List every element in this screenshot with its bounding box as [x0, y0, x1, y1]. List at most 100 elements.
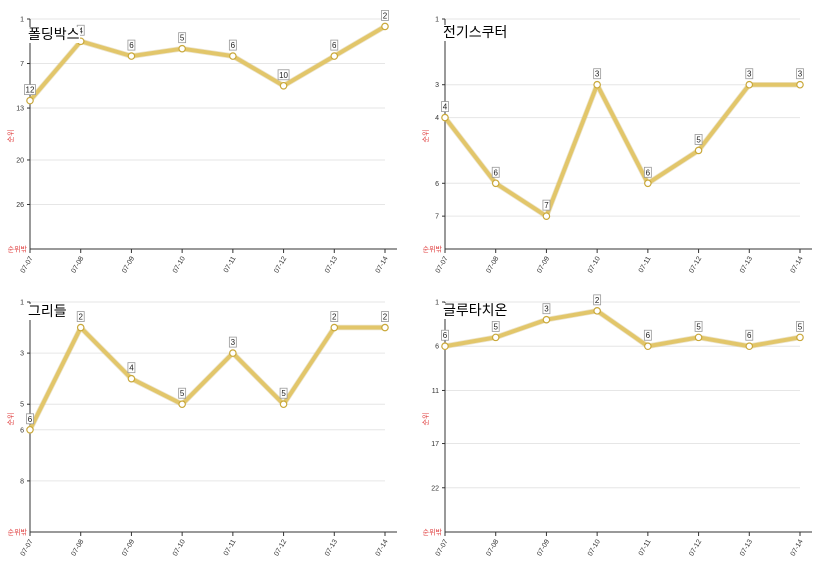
data-label: 6 — [129, 41, 134, 50]
y-tick-label: 17 — [431, 441, 439, 448]
series-line — [443, 82, 802, 219]
data-point — [593, 80, 601, 89]
data-label-box — [330, 39, 339, 51]
data-label: 6 — [646, 168, 651, 177]
data-point — [796, 80, 804, 89]
x-tick-label: 07-14 — [790, 255, 805, 274]
data-label-box — [381, 10, 389, 21]
data-label: 6 — [493, 168, 498, 177]
y-axis-title: 순위 — [7, 130, 15, 143]
data-label: 6 — [646, 331, 651, 340]
x-tick-label: 07-09 — [536, 255, 551, 274]
x-tick-label: 07-12 — [688, 255, 703, 274]
y-tick-label: 5 — [20, 402, 24, 409]
x-tick-label: 07-11 — [638, 538, 653, 557]
x-tick-label: 07-12 — [273, 538, 288, 557]
data-label-box — [542, 303, 551, 315]
data-label-box — [277, 69, 290, 81]
data-point — [279, 400, 288, 409]
data-label-box — [796, 320, 804, 332]
y-axis-title: 순위 — [422, 413, 430, 426]
data-point — [796, 333, 804, 342]
chart-panel-1: 1 7 13 20 26 순위밖 순위 07-07 07-08 07-09 07-10 07-11 07… — [0, 0, 415, 283]
data-label: 5 — [696, 135, 701, 144]
x-tick-label: 07-08 — [485, 255, 500, 274]
x-tick-label: 07-09 — [121, 538, 136, 557]
data-label: 2 — [78, 313, 83, 322]
x-tick-label: 07-14 — [375, 538, 390, 557]
x-tick-label: 07-11 — [223, 538, 238, 557]
data-label-box — [381, 311, 389, 322]
series-line — [443, 308, 802, 349]
x-tick-label: 07-12 — [273, 255, 288, 274]
y-tick-label: 8 — [20, 478, 24, 485]
data-label-box — [796, 68, 804, 80]
data-label: 5 — [180, 389, 185, 398]
data-point — [26, 96, 34, 105]
x-tick-label: 07-12 — [688, 538, 703, 557]
x-tick-label: 07-09 — [536, 538, 551, 557]
x-tick-label: 07-13 — [324, 538, 339, 557]
data-label-box — [330, 311, 339, 322]
x-tick-label: 07-11 — [223, 255, 238, 274]
y-tick-label: 7 — [20, 61, 24, 68]
data-label: 2 — [332, 313, 337, 322]
data-label-box — [178, 387, 187, 399]
x-tick-label: 07-10 — [172, 255, 187, 274]
data-point — [542, 315, 551, 324]
data-point — [694, 333, 703, 342]
data-label: 2 — [595, 296, 600, 305]
y-tick-label: 1 — [435, 17, 439, 24]
data-label: 6 — [443, 331, 448, 340]
data-label-box — [542, 199, 551, 211]
data-point — [441, 342, 449, 351]
x-tick-label: 07-10 — [587, 255, 602, 274]
data-label: 7 — [544, 201, 549, 210]
data-label-box — [127, 39, 136, 51]
data-label-box — [441, 329, 449, 341]
series-line-shadow — [442, 81, 803, 219]
data-label: 6 — [332, 41, 337, 50]
y-tick-label: 20 — [16, 157, 24, 164]
data-point — [644, 342, 652, 351]
data-point — [76, 323, 85, 332]
data-label: 6 — [28, 415, 33, 424]
data-point — [330, 323, 339, 332]
data-point — [694, 146, 703, 155]
y-tick-label: 4 — [435, 115, 439, 122]
chart-panel-2: 1 3 4 6 7 순위밖 순위 07-07 07-08 07-09 07-10 07-11 07-12… — [415, 0, 830, 283]
data-label-box — [26, 413, 34, 425]
y-tick-label: 3 — [435, 82, 439, 89]
data-label-box — [491, 320, 500, 332]
data-label-box — [178, 32, 187, 44]
data-label-box — [643, 329, 652, 341]
data-label: 6 — [747, 331, 752, 340]
y-tick-label: 13 — [16, 106, 24, 113]
y-tick-label: 3 — [20, 351, 24, 358]
data-label-box — [76, 311, 85, 322]
x-tick-label: 07-10 — [172, 538, 187, 557]
data-label-box — [694, 134, 703, 145]
data-point — [593, 307, 601, 315]
data-point — [26, 425, 34, 434]
data-point — [745, 342, 754, 351]
data-label-box — [745, 68, 754, 80]
x-tick-label: 07-10 — [587, 538, 602, 557]
data-point — [229, 52, 237, 60]
data-label: 3 — [595, 70, 600, 79]
data-label: 4 — [443, 103, 448, 112]
x-tick-label: 07-08 — [70, 538, 85, 557]
data-label-box — [228, 39, 237, 51]
data-label: 5 — [696, 322, 701, 331]
data-point — [381, 22, 389, 31]
y-tick-label: 1 — [435, 300, 439, 307]
x-tick-label: 07-09 — [121, 255, 136, 274]
y-tick-label: 1 — [20, 300, 24, 307]
x-tick-label: 07-07 — [435, 538, 450, 557]
chart-title: 폴딩박스 — [28, 27, 80, 43]
x-tick-label: 07-14 — [790, 538, 805, 557]
x-tick-label: 07-08 — [70, 255, 85, 274]
data-point — [229, 349, 237, 357]
data-point — [178, 400, 186, 409]
